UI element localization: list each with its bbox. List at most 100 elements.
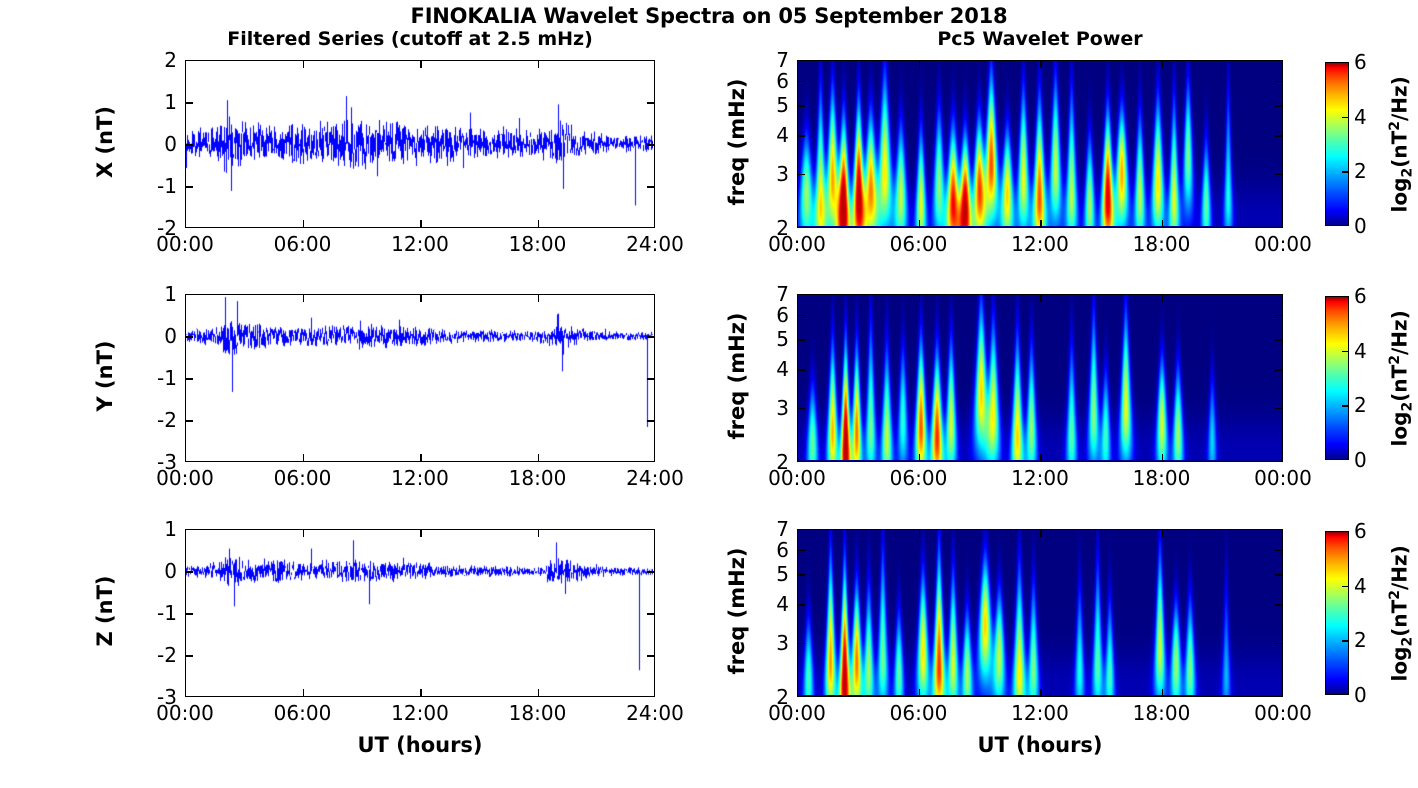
ytickmark [647,613,654,615]
ytick-Z-filtered-series-4: 1 [164,517,177,541]
spec-xtick-Z-wavelet-power-1: 06:00 [889,701,948,725]
spec-xtickmark [918,220,921,227]
xtickmark [420,454,422,461]
freqtickmark [1275,369,1282,371]
right-column-title: Pc5 Wavelet Power [937,28,1143,50]
ytickmark [186,378,193,380]
ytick-Z-filtered-series-2: -1 [157,601,177,625]
spec-xtick-Z-wavelet-power-2: 12:00 [1011,701,1069,725]
xtick-Y-filtered-series-1: 06:00 [273,466,332,490]
spectrogram-image-Y-wavelet-power [798,295,1281,460]
colorbar-Y-wavelet-power [1325,296,1349,460]
freqtick-X-wavelet-power-3: 5 [776,93,789,118]
freqtickmark [798,369,805,371]
ytick-X-filtered-series-3: 1 [164,90,177,114]
cbar-tick-Z-wavelet-power-3: 6 [1354,519,1367,543]
spec-xtick-Y-wavelet-power-0: 00:00 [768,466,826,490]
freq-axis-label-Z-wavelet-power: freq (mHz) [725,547,749,675]
colorbar-label-Y-wavelet-power: log2(nT2/Hz) [1387,278,1416,478]
freqtick-X-wavelet-power-5: 7 [776,48,789,72]
spec-xtick-Y-wavelet-power-1: 06:00 [889,466,948,490]
ylabel-X-filtered-series: X (nT) [93,106,117,178]
freqtickmark [798,135,805,137]
colorbar-Z-wavelet-power [1325,531,1349,695]
freqtickmark [1275,407,1282,410]
timeseries-axes-Y-filtered-series [185,294,655,462]
freqtickmark [1275,642,1282,645]
freqtick-Y-wavelet-power-3: 5 [776,327,789,352]
ytick-X-filtered-series-0: -2 [157,216,177,240]
freq-axis-label-Y-wavelet-power: freq (mHz) [725,312,749,440]
xtickmark [302,61,305,68]
spec-xtickmark [1040,295,1042,302]
ytickmark [186,613,193,615]
ytickmark [647,420,654,422]
spec-xtickmark [1040,689,1042,696]
cbar-label-text: log2(nT2/Hz) [1386,310,1416,447]
xtick-X-filtered-series-0: 00:00 [156,232,214,256]
cbar-tickmark [1342,640,1348,642]
freqtickmark [798,604,805,606]
freqtick-Y-wavelet-power-1: 3 [776,395,789,420]
xtickmark [537,689,540,696]
freqtickmark [1275,80,1282,83]
ytick-Y-filtered-series-1: -2 [157,408,177,432]
spec-xtickmark [918,530,921,537]
spec-xtickmark [918,61,921,68]
cbar-tick-Y-wavelet-power-2: 4 [1354,338,1367,363]
xtick-Z-filtered-series-0: 00:00 [156,701,214,725]
freqtick-Z-wavelet-power-5: 7 [776,517,789,541]
spec-xtickmark [1161,61,1164,68]
spec-xtick-Y-wavelet-power-3: 18:00 [1132,466,1191,490]
freqtickmark [1275,574,1282,576]
colorbar-label-Z-wavelet-power: log2(nT2/Hz) [1387,513,1416,713]
freqtickmark [1275,135,1282,137]
freqtickmark [798,549,805,552]
colorbar-X-wavelet-power [1325,62,1349,226]
ytickmark [647,336,654,338]
ytickmark [186,336,193,338]
spec-xtickmark [1040,61,1042,68]
freqtickmark [798,173,805,176]
xtickmark [537,530,540,537]
freqtickmark [798,314,805,317]
xtick-X-filtered-series-2: 12:00 [391,232,449,256]
xtickmark [420,689,422,696]
freqtickmark [1275,314,1282,317]
freqtick-Z-wavelet-power-2: 4 [776,592,789,617]
ytick-Z-filtered-series-0: -3 [157,685,177,709]
cbar-tick-Z-wavelet-power-0: 0 [1354,683,1367,707]
xtick-Y-filtered-series-3: 18:00 [508,466,567,490]
spec-xtickmark [1161,454,1164,461]
cbar-tickmark [1342,350,1348,353]
freqtick-Z-wavelet-power-1: 3 [776,630,789,655]
freqtick-Z-wavelet-power-4: 6 [776,537,789,562]
timeseries-trace-Y-filtered-series [186,295,653,460]
spectrogram-image-Z-wavelet-power [798,530,1281,695]
timeseries-axes-X-filtered-series [185,60,655,228]
spec-xtickmark [918,689,921,696]
spec-xtickmark [1161,220,1164,227]
xtick-Z-filtered-series-3: 18:00 [508,701,567,725]
xtick-Z-filtered-series-1: 06:00 [273,701,332,725]
freqtick-Y-wavelet-power-4: 6 [776,302,789,327]
spec-xtick-Z-wavelet-power-3: 18:00 [1132,701,1191,725]
spec-xtick-X-wavelet-power-3: 18:00 [1132,232,1191,256]
xtickmark [302,454,305,461]
spec-xtickmark [1040,530,1042,537]
ytick-Y-filtered-series-3: 0 [164,324,177,348]
cbar-tick-X-wavelet-power-2: 4 [1354,104,1367,129]
ytickmark [186,102,193,104]
spec-xtick-Z-wavelet-power-4: 00:00 [1254,701,1312,725]
cbar-tick-Y-wavelet-power-1: 2 [1354,393,1367,418]
cbar-tickmark [1342,171,1348,173]
freq-axis-label-X-wavelet-power: freq (mHz) [725,78,749,206]
ytickmark [186,144,193,146]
ytick-Y-filtered-series-4: 1 [164,282,177,306]
freqtick-X-wavelet-power-4: 6 [776,68,789,93]
spec-xtickmark [1161,295,1164,302]
xlabel-left: UT (hours) [357,733,483,757]
spec-xtickmark [1161,530,1164,537]
freqtickmark [798,80,805,83]
freqtickmark [798,574,805,576]
